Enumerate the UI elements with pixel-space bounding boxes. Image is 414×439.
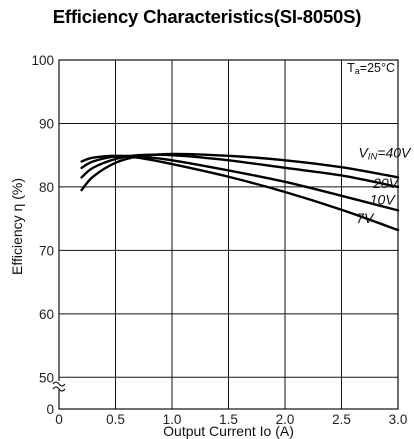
- y-tick-label: 70: [39, 243, 54, 258]
- x-axis-label: Output Current Io (A): [163, 423, 294, 439]
- y-tick-label: 50: [39, 370, 54, 385]
- series-line: [80, 154, 400, 232]
- y-tick-label: 100: [31, 53, 54, 68]
- series-line: [80, 152, 400, 192]
- x-tick-label: 1.0: [163, 412, 182, 427]
- series-line: [80, 154, 400, 212]
- series-label: 20V: [372, 175, 400, 191]
- tick-labels: 0 0.5 1.0 1.5 2.0 2.5 3.0 50 60 70 80 90 100 0 Output …: [9, 53, 407, 439]
- x-tick-label: 3.0: [389, 412, 408, 427]
- series-line: [80, 153, 400, 189]
- y-tick-label: 80: [39, 180, 54, 195]
- chart-title: Efficiency Characteristics(SI-8050S): [52, 6, 362, 27]
- axes: [52, 59, 399, 410]
- x-tick-label: 1.5: [219, 412, 238, 427]
- grid: [58, 59, 399, 409]
- x-tick-label: 2.0: [276, 412, 295, 427]
- series-lines: [80, 152, 400, 232]
- series-label: 7V: [356, 210, 375, 226]
- y-tick-label: 0: [46, 402, 54, 417]
- axis-break-mark: [52, 386, 66, 392]
- axis-break-mark: [52, 381, 66, 387]
- axis-break-gap: [53, 381, 65, 390]
- series-label: VIN=40V: [358, 145, 412, 163]
- condition-label: Ta=25°C: [347, 61, 395, 76]
- x-tick-label: 0: [55, 412, 63, 427]
- x-tick-label: 0.5: [106, 412, 125, 427]
- plot-frame: [58, 59, 399, 410]
- x-tick-label: 2.5: [332, 412, 351, 427]
- y-tick-label: 60: [39, 307, 54, 322]
- series-label: 10V: [370, 192, 397, 208]
- y-tick-label: 90: [39, 116, 54, 131]
- y-axis-label: Efficiency η (%): [9, 178, 25, 275]
